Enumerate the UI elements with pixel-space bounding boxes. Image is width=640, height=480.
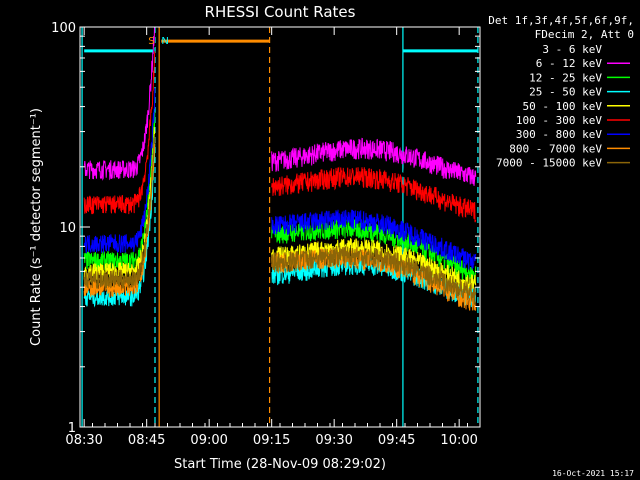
x-tick-label-5: 09:45 — [378, 433, 415, 448]
marker-label-N: N — [161, 36, 168, 47]
x-axis-label: Start Time (28-Nov-09 08:29:02) — [174, 457, 386, 472]
marker-label-S: S — [148, 36, 154, 47]
legend-label-5: 100 - 300 keV — [516, 114, 602, 127]
legend: Det 1f,3f,4f,5f,6f,9f, FDecim 2, Att 0 3… — [488, 14, 634, 170]
series-line-1 — [83, 27, 477, 186]
y-tick-label-1: 10 — [59, 221, 76, 236]
legend-label-2: 12 - 25 keV — [529, 71, 602, 84]
x-tick-label-3: 09:15 — [253, 433, 290, 448]
legend-label-7: 800 - 7000 keV — [509, 142, 602, 155]
legend-label-0: 3 - 6 keV — [542, 43, 602, 56]
legend-label-1: 6 - 12 keV — [536, 57, 603, 70]
x-axis: 08:30 08:45 09:00 09:15 09:30 09:45 10:00 — [65, 27, 481, 448]
x-tick-label-6: 10:00 — [440, 433, 477, 448]
y-axis-label: Count Rate (s⁻¹ detector segment⁻¹) — [29, 108, 44, 346]
legend-header-line-1: Det 1f,3f,4f,5f,6f,9f, — [488, 14, 634, 27]
legend-label-3: 25 - 50 keV — [529, 86, 602, 99]
x-tick-label-0: 08:30 — [65, 433, 102, 448]
legend-label-4: 50 - 100 keV — [523, 100, 603, 113]
legend-header-line-2: FDecim 2, Att 0 — [535, 28, 634, 41]
legend-label-6: 300 - 800 keV — [516, 128, 602, 141]
x-tick-label-4: 09:30 — [315, 433, 352, 448]
y-tick-label-0: 1 — [68, 421, 76, 436]
x-tick-label-2: 09:00 — [190, 433, 227, 448]
series-line-8 — [83, 137, 477, 305]
legend-label-8: 7000 - 15000 keV — [496, 157, 602, 170]
x-tick-label-1: 08:45 — [128, 433, 165, 448]
chart-title: RHESSI Count Rates — [205, 3, 356, 21]
series-line-6 — [83, 88, 477, 270]
y-tick-label-2: 100 — [51, 21, 76, 36]
footer-timestamp: 16-Oct-2021 15:17 — [552, 469, 634, 478]
y-axis: 1 10 100 — [51, 21, 480, 436]
series-line-5 — [83, 51, 477, 223]
